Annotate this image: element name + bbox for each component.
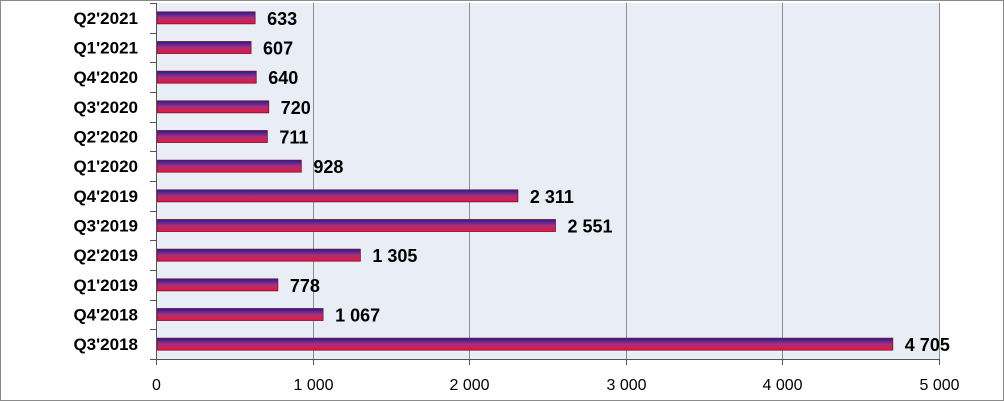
- x-tick-label: 1 000: [293, 377, 333, 394]
- bar: [156, 41, 252, 54]
- bar: [156, 337, 894, 351]
- bar: [156, 189, 519, 203]
- category-label: Q3'2019: [73, 217, 138, 236]
- bar: [156, 11, 256, 25]
- category-label: Q4'2018: [73, 306, 138, 325]
- data-label: 640: [268, 68, 298, 88]
- x-tick-label: 3 000: [606, 377, 646, 394]
- data-label: 633: [267, 9, 297, 29]
- category-label: Q2'2020: [73, 128, 138, 147]
- bar: [156, 100, 270, 114]
- data-label: 1 067: [335, 306, 380, 326]
- bar: [156, 278, 279, 292]
- bar: [156, 159, 302, 173]
- data-label: 711: [279, 128, 308, 148]
- data-label: 928: [313, 157, 343, 177]
- category-label: Q2'2019: [73, 246, 138, 265]
- data-label: 2 311: [530, 187, 574, 207]
- bar: [156, 70, 257, 84]
- x-tick-label: 2 000: [449, 377, 489, 394]
- data-label: 2 551: [567, 217, 612, 237]
- category-label: Q3'2020: [73, 98, 138, 117]
- data-label: 607: [263, 39, 293, 59]
- plot-background: [156, 3, 939, 359]
- category-label: Q1'2019: [73, 276, 138, 295]
- data-label: 778: [290, 276, 320, 296]
- data-label: 1 305: [372, 246, 417, 266]
- axes: [150, 3, 940, 365]
- plot-area: [156, 3, 939, 359]
- category-label: Q4'2020: [73, 68, 138, 87]
- x-tick-label: 5 000: [919, 377, 959, 394]
- labels: 0 1 000 2 000 3 000 4 000 5 000 Q2'2021 633 Q1'2…: [73, 9, 959, 394]
- category-label: Q2'2021: [73, 9, 138, 28]
- gridlines: [313, 3, 940, 359]
- data-label: 4 705: [905, 335, 950, 355]
- category-label: Q1'2020: [73, 157, 138, 176]
- bar: [156, 219, 556, 232]
- bars: [156, 11, 894, 351]
- category-label: Q1'2021: [73, 39, 138, 58]
- bar: [156, 130, 268, 143]
- data-label: 720: [281, 98, 311, 118]
- x-tick-label: 4 000: [762, 377, 802, 394]
- category-label: Q4'2019: [73, 187, 138, 206]
- bar: [156, 248, 361, 262]
- category-label: Q3'2018: [73, 335, 138, 354]
- x-tick-label: 0: [152, 377, 161, 394]
- bar: [156, 308, 324, 321]
